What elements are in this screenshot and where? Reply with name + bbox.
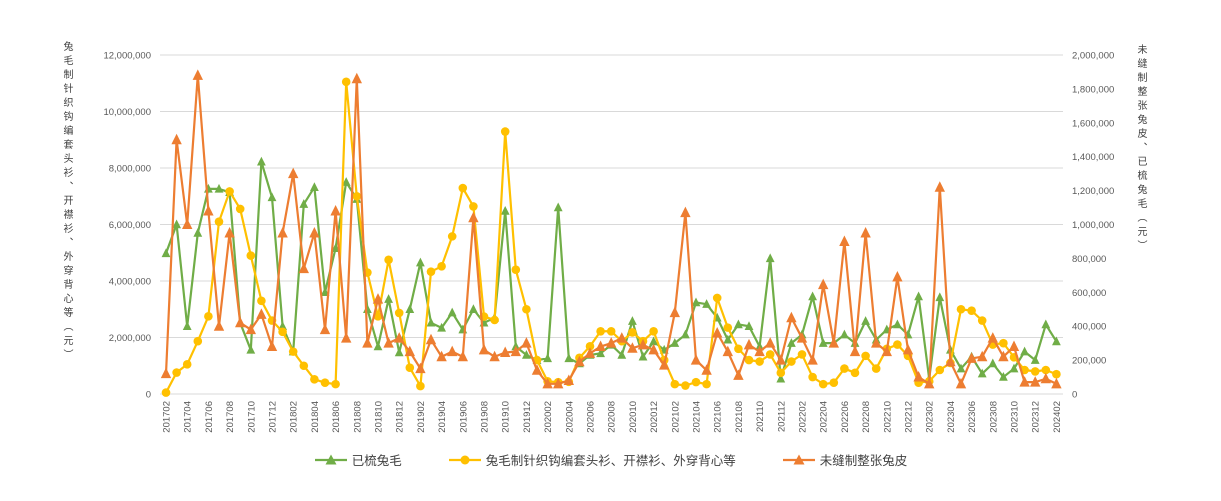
svg-text:202008: 202008 xyxy=(607,401,618,433)
svg-text:201802: 201802 xyxy=(289,401,300,433)
svg-text:201812: 201812 xyxy=(395,401,406,433)
svg-text:10,000,000: 10,000,000 xyxy=(103,107,151,118)
legend-label: 未缝制整张兔皮 xyxy=(819,454,908,468)
svg-text:202208: 202208 xyxy=(861,401,872,433)
svg-text:202106: 202106 xyxy=(713,401,724,433)
svg-text:400,000: 400,000 xyxy=(1072,322,1106,333)
svg-text:202302: 202302 xyxy=(925,401,936,433)
legend-label: 已梳兔毛 xyxy=(351,454,402,468)
left-axis-tick-labels: 0 2,000,000 4,000,000 6,000,000 8,000,000 10,… xyxy=(103,51,151,401)
svg-text:1,000,000: 1,000,000 xyxy=(1072,220,1114,231)
svg-text:800,000: 800,000 xyxy=(1072,254,1106,265)
svg-text:202010: 202010 xyxy=(628,401,639,433)
svg-text:202210: 202210 xyxy=(882,401,893,433)
svg-text:201808: 201808 xyxy=(352,401,363,433)
svg-text:4,000,000: 4,000,000 xyxy=(109,277,151,288)
svg-text:201704: 201704 xyxy=(183,401,194,433)
legend-marker-orange-triangle-icon xyxy=(782,454,815,464)
svg-text:1,400,000: 1,400,000 xyxy=(1072,152,1114,163)
x-axis-tick-labels: 201702 201704 201706 201708 201710 201712 2018… xyxy=(162,401,1063,433)
svg-text:202012: 202012 xyxy=(649,401,660,433)
svg-text:201906: 201906 xyxy=(458,401,469,433)
plot-area: 0 2,000,000 4,000,000 6,000,000 8,000,000 10,… xyxy=(103,51,1114,433)
svg-text:200,000: 200,000 xyxy=(1072,356,1106,367)
svg-text:201710: 201710 xyxy=(246,401,257,433)
svg-text:1,200,000: 1,200,000 xyxy=(1072,186,1114,197)
svg-text:202006: 202006 xyxy=(586,401,597,433)
svg-text:8,000,000: 8,000,000 xyxy=(109,164,151,175)
legend: 已梳兔毛 兔毛制针织钩编套头衫、开襟衫、外穿背心等 未缝制整张兔皮 xyxy=(0,450,1221,469)
svg-text:202110: 202110 xyxy=(755,401,766,432)
svg-text:202204: 202204 xyxy=(819,401,830,433)
svg-text:201910: 201910 xyxy=(501,401,512,433)
svg-text:600,000: 600,000 xyxy=(1072,288,1106,299)
svg-text:202108: 202108 xyxy=(734,401,745,433)
svg-text:2,000,000: 2,000,000 xyxy=(109,333,151,344)
svg-text:202402: 202402 xyxy=(1052,401,1063,433)
svg-text:202312: 202312 xyxy=(1031,401,1042,433)
svg-text:202202: 202202 xyxy=(798,401,809,433)
series-green xyxy=(161,156,1061,383)
svg-text:202308: 202308 xyxy=(988,401,999,433)
svg-text:201708: 201708 xyxy=(225,401,236,433)
svg-text:0: 0 xyxy=(1072,390,1077,401)
svg-text:201706: 201706 xyxy=(204,401,215,433)
svg-text:202004: 202004 xyxy=(564,401,575,433)
legend-item-unsewn-rabbit-skins[interactable]: 未缝制整张兔皮 xyxy=(782,450,908,469)
svg-text:202206: 202206 xyxy=(840,401,851,433)
svg-text:201804: 201804 xyxy=(310,401,321,433)
svg-text:1,800,000: 1,800,000 xyxy=(1072,84,1114,95)
legend-item-combed-rabbit-hair[interactable]: 已梳兔毛 xyxy=(314,450,402,469)
svg-text:201702: 201702 xyxy=(162,401,173,433)
svg-text:202102: 202102 xyxy=(670,401,681,433)
svg-text:202212: 202212 xyxy=(904,401,915,433)
svg-text:202306: 202306 xyxy=(967,401,978,433)
svg-text:201912: 201912 xyxy=(522,401,533,433)
svg-text:201904: 201904 xyxy=(437,401,448,433)
svg-text:12,000,000: 12,000,000 xyxy=(103,51,151,62)
right-axis-tick-labels: 0 200,000 400,000 600,000 800,000 1,000,000 1,… xyxy=(1072,51,1114,401)
svg-text:202112: 202112 xyxy=(776,401,787,432)
legend-label: 兔毛制针织钩编套头衫、开襟衫、外穿背心等 xyxy=(485,454,736,468)
left-axis-title: 兔毛制针织钩编套头衫、开襟衫、外穿背心等（元） xyxy=(61,41,72,363)
series-orange xyxy=(160,69,1062,389)
svg-text:201810: 201810 xyxy=(374,401,385,433)
svg-text:1,600,000: 1,600,000 xyxy=(1072,118,1114,129)
svg-text:0: 0 xyxy=(146,390,151,401)
svg-text:201806: 201806 xyxy=(331,401,342,433)
svg-text:201902: 201902 xyxy=(416,401,427,433)
legend-marker-green-triangle-icon xyxy=(314,454,347,464)
right-axis-title: 未缝制整张兔皮、已梳兔毛（元） xyxy=(1135,44,1146,254)
svg-text:201712: 201712 xyxy=(268,401,279,433)
svg-text:2,000,000: 2,000,000 xyxy=(1072,51,1114,62)
svg-text:6,000,000: 6,000,000 xyxy=(109,220,151,231)
legend-marker-yellow-circle-icon xyxy=(448,455,481,464)
gridlines xyxy=(160,54,1063,395)
svg-text:201908: 201908 xyxy=(480,401,491,433)
svg-text:202104: 202104 xyxy=(692,401,703,433)
svg-text:202310: 202310 xyxy=(1010,401,1021,433)
svg-text:202304: 202304 xyxy=(946,401,957,433)
legend-item-knitted-garments[interactable]: 兔毛制针织钩编套头衫、开襟衫、外穿背心等 xyxy=(448,450,736,469)
svg-text:202002: 202002 xyxy=(543,401,554,433)
